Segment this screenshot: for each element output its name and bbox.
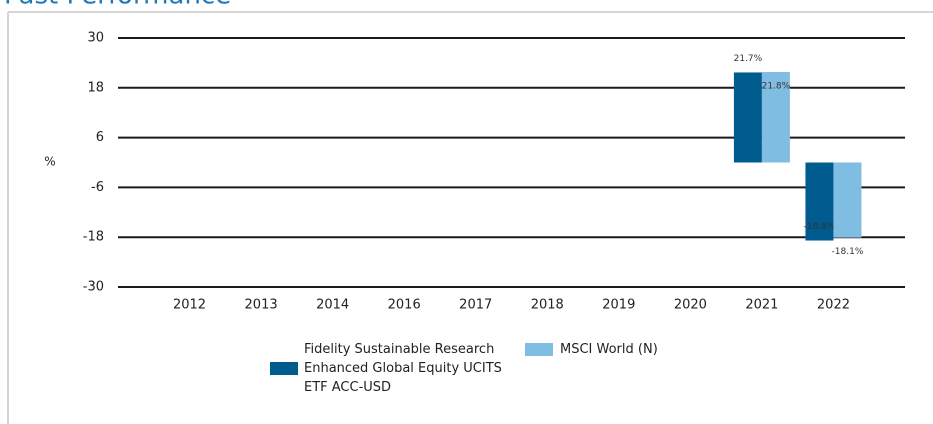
y-tick-label: -6 — [91, 180, 104, 195]
x-tick-label: 2014 — [316, 298, 349, 313]
y-axis-label: % — [44, 155, 55, 169]
y-tick-label: 18 — [87, 80, 104, 95]
data-label: 21.7% — [734, 54, 763, 64]
data-label: 21.8% — [762, 82, 791, 92]
legend-swatch — [525, 343, 553, 356]
x-tick-label: 2020 — [674, 298, 707, 313]
x-tick-label: 2022 — [817, 298, 850, 313]
legend-label: MSCI World (N) — [560, 342, 658, 357]
legend-label: Fidelity Sustainable Research Enhanced G… — [304, 342, 502, 395]
y-tick-label: 30 — [87, 31, 104, 46]
data-label: -18.8% — [804, 222, 836, 232]
legend-swatch — [270, 362, 298, 375]
bar — [761, 72, 790, 163]
y-tick-label: -18 — [83, 230, 104, 245]
chart-title: Past Performance — [4, 0, 231, 11]
bar — [805, 162, 834, 241]
x-tick-label: 2019 — [602, 298, 635, 313]
x-tick-label: 2021 — [745, 298, 778, 313]
y-tick-label: 6 — [96, 130, 104, 145]
x-tick-label: 2018 — [531, 298, 564, 313]
x-tick-label: 2016 — [388, 298, 421, 313]
x-tick-label: 2017 — [459, 298, 492, 313]
bar — [733, 72, 762, 163]
x-tick-label: 2013 — [245, 298, 278, 313]
bar — [833, 162, 862, 238]
x-tick-label: 2012 — [173, 298, 206, 313]
data-label: -18.1% — [832, 247, 864, 257]
y-tick-label: -30 — [83, 280, 104, 295]
